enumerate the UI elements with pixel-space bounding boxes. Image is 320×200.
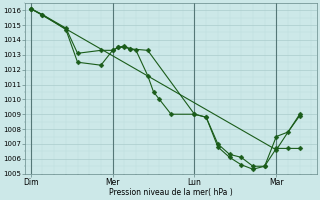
X-axis label: Pression niveau de la mer( hPa ): Pression niveau de la mer( hPa ) — [109, 188, 233, 197]
